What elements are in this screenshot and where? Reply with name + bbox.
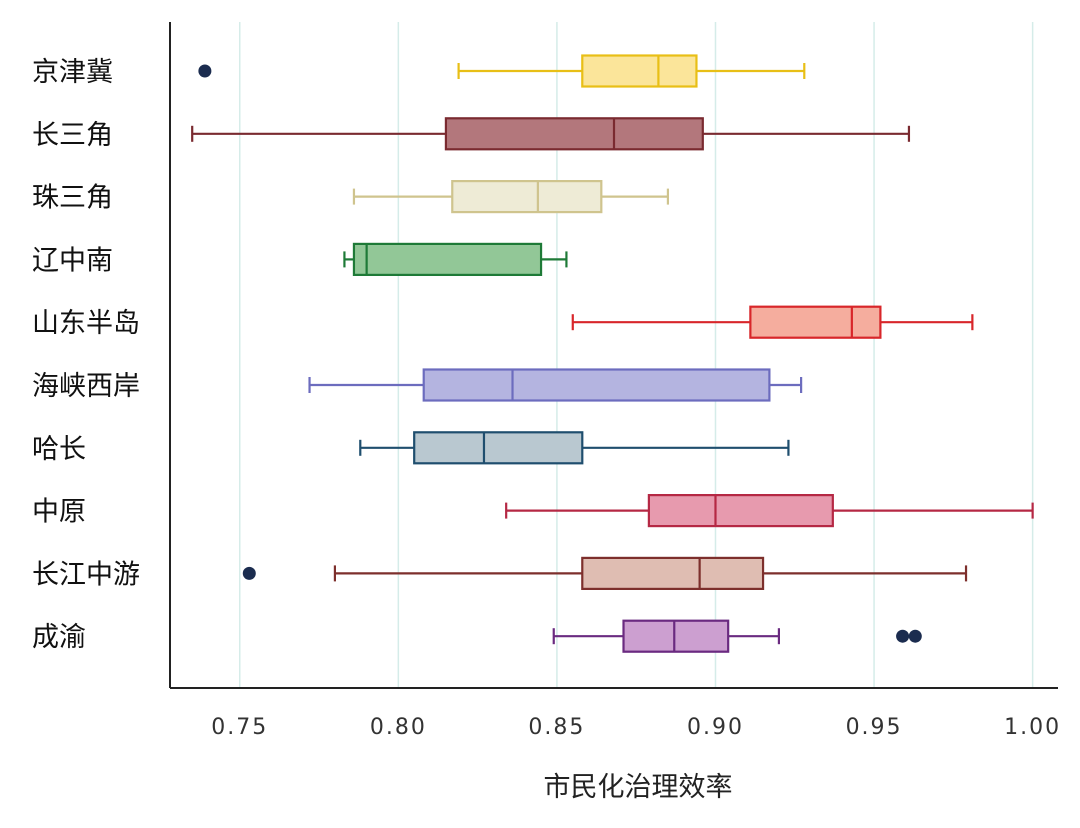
x-tick-label: 0.85 [528,715,585,740]
iqr-box [647,494,834,528]
box-3 [352,180,670,214]
category-label: 中原 [32,497,86,528]
x-tick-label: 0.95 [846,715,903,740]
category-label: 京津冀 [32,57,113,88]
x-tick-label: 0.80 [370,715,427,740]
iqr-box [352,242,543,276]
iqr-box [749,305,882,339]
iqr-box [444,117,704,151]
category-label: 长江中游 [32,559,140,590]
iqr-box [581,556,765,591]
x-axis-title: 市民化治理效率 [544,772,733,803]
category-label: 长三角 [32,120,113,151]
category-label: 山东半岛 [32,308,140,339]
outlier-point [242,566,256,580]
box-9 [242,556,968,591]
box-10 [552,619,922,653]
outlier-point [896,629,910,643]
outlier-point [198,64,212,78]
box-1 [198,54,806,88]
iqr-box [413,431,584,465]
x-tick-label: 0.90 [687,715,744,740]
category-label: 珠三角 [32,183,113,214]
box-2 [191,117,911,151]
outlier-point [908,629,922,643]
iqr-box [451,180,603,214]
boxes-layer [191,54,1034,653]
box-8 [505,494,1034,528]
category-label: 海峡西岸 [32,371,140,402]
category-label: 成渝 [32,622,86,653]
box-7 [359,431,790,465]
iqr-box [422,368,771,402]
box-4 [343,242,568,276]
x-tick-labels: 0.75 0.80 0.85 0.90 0.95 1.00 [211,715,1061,740]
iqr-box [622,619,730,653]
x-tick-label: 0.75 [211,715,268,740]
iqr-box [581,54,698,88]
x-tick-label: 1.00 [1004,715,1061,740]
box-6 [308,368,803,402]
box-5 [571,305,974,339]
category-label: 辽中南 [32,245,113,276]
category-label: 哈长 [32,434,86,465]
